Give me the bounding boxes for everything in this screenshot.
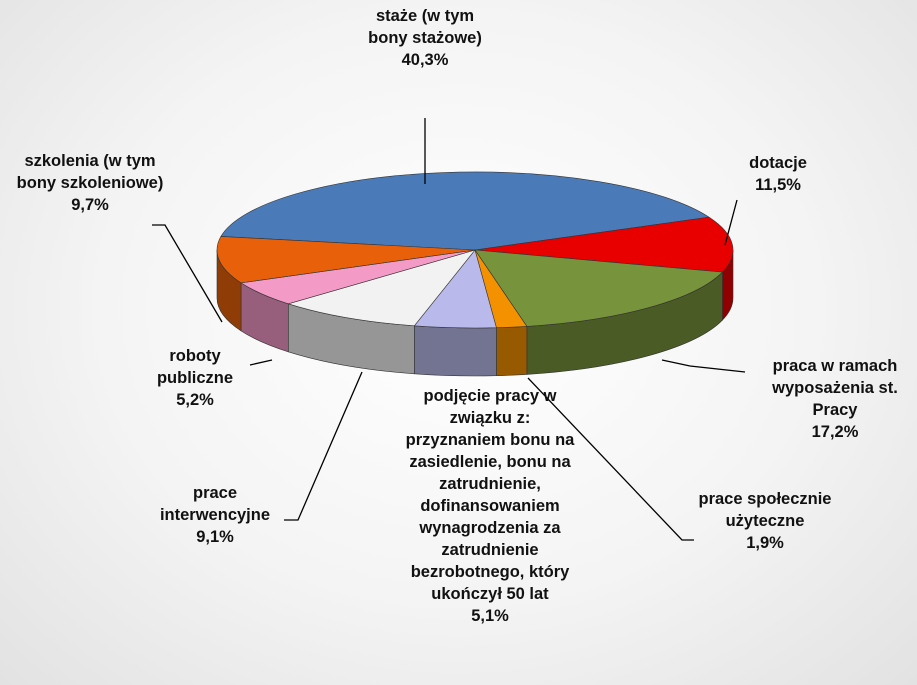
slice-label: prace interwencyjne 9,1% (140, 482, 290, 548)
category-name: szkolenia (w tym bony szkoleniowe) (16, 152, 164, 192)
category-name: roboty publiczne (156, 347, 234, 387)
leader-line (249, 359, 273, 366)
slice-label: roboty publiczne 5,2% (130, 345, 260, 411)
slice (474, 249, 724, 327)
slice-label: praca w ramach wyposażenia st. Pracy 17,2… (748, 355, 917, 443)
slice (220, 171, 710, 251)
value-label: 9,1% (196, 528, 234, 546)
slice-label: dotacje 11,5% (718, 152, 838, 196)
slice-label: podjęcie pracy w związku z: przyznaniem … (401, 385, 579, 627)
leader-line (152, 224, 223, 323)
slice (287, 249, 476, 327)
category-name: prace interwencyjne (159, 484, 271, 524)
category-name: staże (w tym bony stażowe) (368, 7, 482, 47)
category-name: prace społecznie użyteczne (698, 490, 832, 530)
slice (216, 236, 476, 284)
value-label: 40,3% (401, 51, 449, 69)
slice-side (496, 326, 528, 377)
value-label: 17,2% (811, 423, 859, 441)
slice (474, 216, 734, 273)
value-label: 5,2% (176, 391, 214, 409)
value-label: 11,5% (755, 176, 801, 194)
category-name: podjęcie pracy w związku z: przyznaniem … (405, 387, 575, 603)
leader-line (527, 377, 694, 541)
slice-label: prace społecznie użyteczne 1,9% (695, 488, 835, 554)
leader-line (661, 359, 746, 373)
value-label: 1,9% (746, 534, 784, 552)
slice-label: szkolenia (w tym bony szkoleniowe) 9,7% (8, 150, 173, 216)
category-name: dotacje (749, 154, 807, 172)
slice-side (414, 325, 497, 377)
value-label: 5,1% (471, 607, 509, 625)
category-name: praca w ramach wyposażenia st. Pracy (772, 357, 898, 419)
value-label: 9,7% (71, 196, 109, 214)
leader-line (724, 199, 738, 246)
slice-label: staże (w tym bony stażowe) 40,3% (360, 5, 490, 71)
leader-line (284, 371, 363, 521)
